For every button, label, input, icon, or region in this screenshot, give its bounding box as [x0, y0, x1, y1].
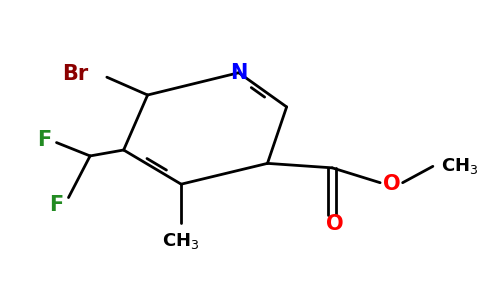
- Text: CH$_3$: CH$_3$: [440, 156, 478, 176]
- Text: Br: Br: [62, 64, 89, 84]
- Text: O: O: [383, 174, 401, 194]
- Text: F: F: [49, 195, 63, 215]
- Text: O: O: [326, 214, 343, 234]
- Text: F: F: [37, 130, 52, 150]
- Text: CH$_3$: CH$_3$: [163, 231, 200, 251]
- Text: N: N: [230, 63, 247, 83]
